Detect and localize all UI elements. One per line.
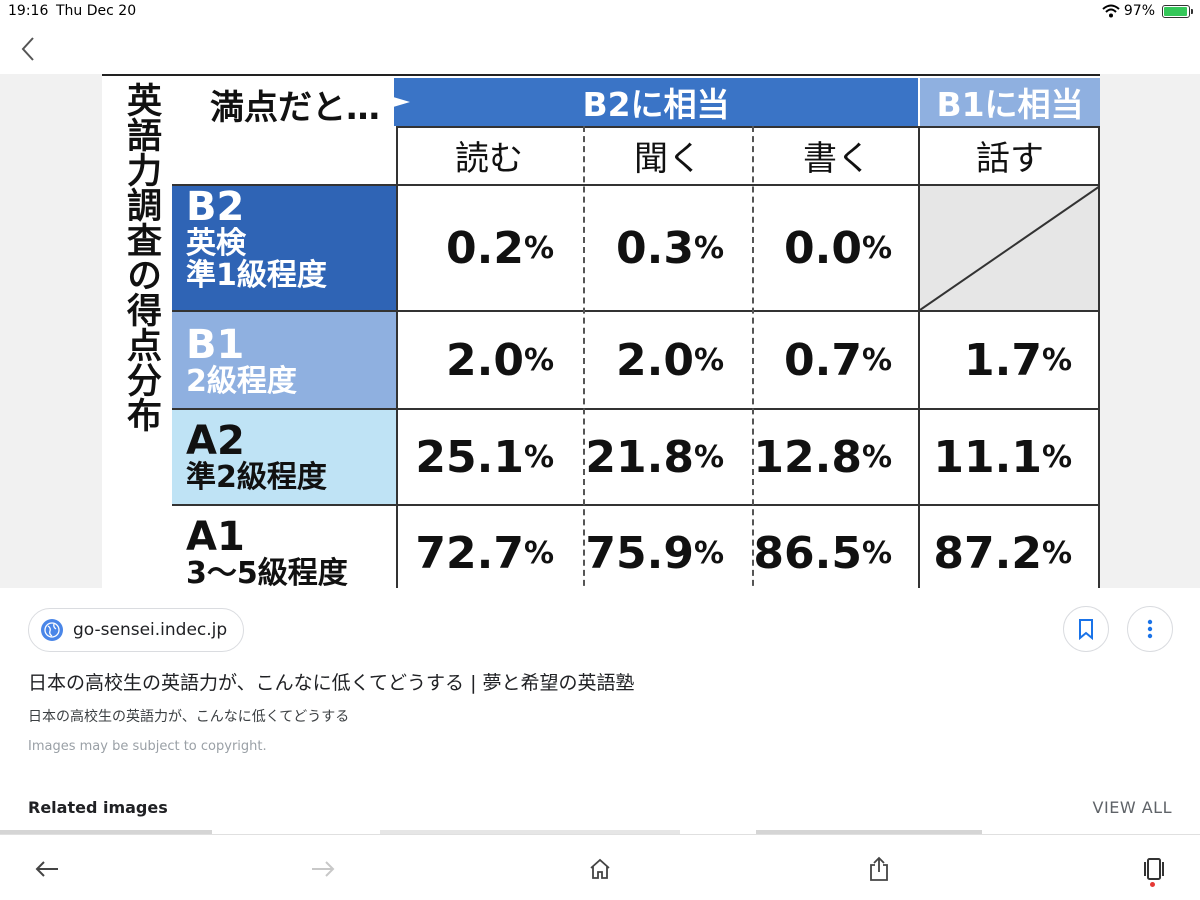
group-header-b1: B1に相当 — [920, 78, 1100, 126]
grid-line — [396, 126, 398, 588]
value-cell: 75.9% — [585, 527, 724, 579]
row-code: B1 — [186, 322, 245, 368]
back-chevron-icon[interactable] — [14, 34, 42, 64]
row-desc: 準2級程度 — [186, 460, 327, 495]
grid-line — [172, 310, 1100, 312]
row-desc: 2級程度 — [186, 364, 297, 399]
browser-toolbar — [0, 834, 1200, 900]
value-cell: 72.7% — [415, 527, 554, 579]
value-cell: 1.7% — [963, 334, 1072, 386]
skill-speaking: 話す — [976, 138, 1044, 179]
wifi-icon — [1102, 4, 1120, 18]
skill-reading: 読む — [455, 138, 523, 179]
grid-line — [396, 126, 1100, 128]
row-label-b1: B1 2級程度 — [172, 312, 396, 408]
bookmark-button[interactable] — [1063, 606, 1109, 652]
result-title[interactable]: 日本の高校生の英語力が、こんなに低くてどうする | 夢と希望の英語塾 — [28, 672, 635, 694]
group-header-b2: B2に相当 — [394, 78, 918, 126]
bookmark-icon — [1079, 619, 1093, 640]
row-desc: 3〜5級程度 — [186, 556, 348, 588]
source-chip[interactable]: go-sensei.indec.jp — [28, 608, 245, 652]
value-cell: 0.0% — [783, 222, 892, 274]
skill-listening: 聞く — [634, 138, 702, 179]
na-cell — [919, 185, 1100, 311]
source-domain: go-sensei.indec.jp — [73, 620, 228, 640]
skill-writing: 書く — [803, 138, 871, 179]
value-cell: 0.7% — [783, 334, 892, 386]
header-note: 満点だと… — [210, 88, 380, 128]
value-cell: 11.1% — [933, 431, 1072, 483]
row-label-a2: A2 準2級程度 — [172, 410, 396, 504]
status-date: Thu Dec 20 — [56, 3, 137, 19]
share-button[interactable] — [863, 853, 895, 885]
tabs-indicator-dot — [1150, 882, 1155, 887]
home-icon — [590, 858, 610, 879]
vertical-title: 英語力調査の得点分布 — [121, 82, 161, 432]
row-label-b2: B2 英検 準1級程度 — [172, 186, 396, 310]
row-code: A1 — [186, 514, 245, 560]
value-cell: 25.1% — [415, 431, 554, 483]
back-button[interactable] — [31, 853, 63, 885]
grid-line — [1098, 126, 1100, 588]
forward-arrow-icon — [312, 861, 335, 877]
value-cell: 0.2% — [445, 222, 554, 274]
grid-line — [172, 408, 1100, 410]
status-bar: 19:16 Thu Dec 20 97% — [0, 0, 1200, 24]
globe-icon — [41, 619, 63, 641]
score-table-image: 英語力調査の得点分布 満点だと… B2に相当 B1に相当 読む 聞く 書く 話す… — [102, 74, 1100, 588]
image-preview[interactable]: 英語力調査の得点分布 満点だと… B2に相当 B1に相当 読む 聞く 書く 話す… — [0, 74, 1200, 588]
tabs-button[interactable] — [1138, 853, 1170, 885]
forward-button[interactable] — [307, 853, 339, 885]
status-time: 19:16 — [8, 3, 49, 19]
result-subtitle: 日本の高校生の英語力が、こんなに低くてどうする — [28, 709, 350, 725]
grid-line — [172, 184, 1100, 186]
back-arrow-icon — [35, 861, 58, 877]
value-cell: 2.0% — [615, 334, 724, 386]
battery-icon — [1162, 4, 1193, 18]
value-cell: 86.5% — [753, 527, 892, 579]
tabs-icon — [1144, 858, 1164, 880]
status-right: 97% — [1102, 3, 1193, 19]
grid-line — [752, 126, 754, 588]
value-cell: 21.8% — [585, 431, 724, 483]
row-desc: 英検 — [186, 226, 246, 261]
row-code: B2 — [186, 184, 245, 230]
value-cell: 12.8% — [753, 431, 892, 483]
row-code: A2 — [186, 418, 245, 464]
more-button[interactable] — [1127, 606, 1173, 652]
grid-line — [172, 504, 1100, 506]
share-icon — [870, 856, 888, 881]
value-cell: 0.3% — [615, 222, 724, 274]
related-images-heading: Related images — [28, 798, 168, 817]
copyright-notice: Images may be subject to copyright. — [28, 739, 267, 754]
grid-line — [583, 126, 585, 588]
row-label-a1: A1 3〜5級程度 — [172, 506, 396, 588]
battery-percent: 97% — [1123, 3, 1155, 19]
view-all-link[interactable]: VIEW ALL — [1092, 798, 1172, 817]
more-vert-icon — [1147, 619, 1153, 639]
grid-line — [918, 126, 920, 588]
related-thumbnails[interactable] — [0, 830, 1200, 834]
row-desc: 準1級程度 — [186, 257, 327, 293]
value-cell: 87.2% — [933, 527, 1072, 579]
value-cell: 2.0% — [445, 334, 554, 386]
home-button[interactable] — [584, 853, 616, 885]
